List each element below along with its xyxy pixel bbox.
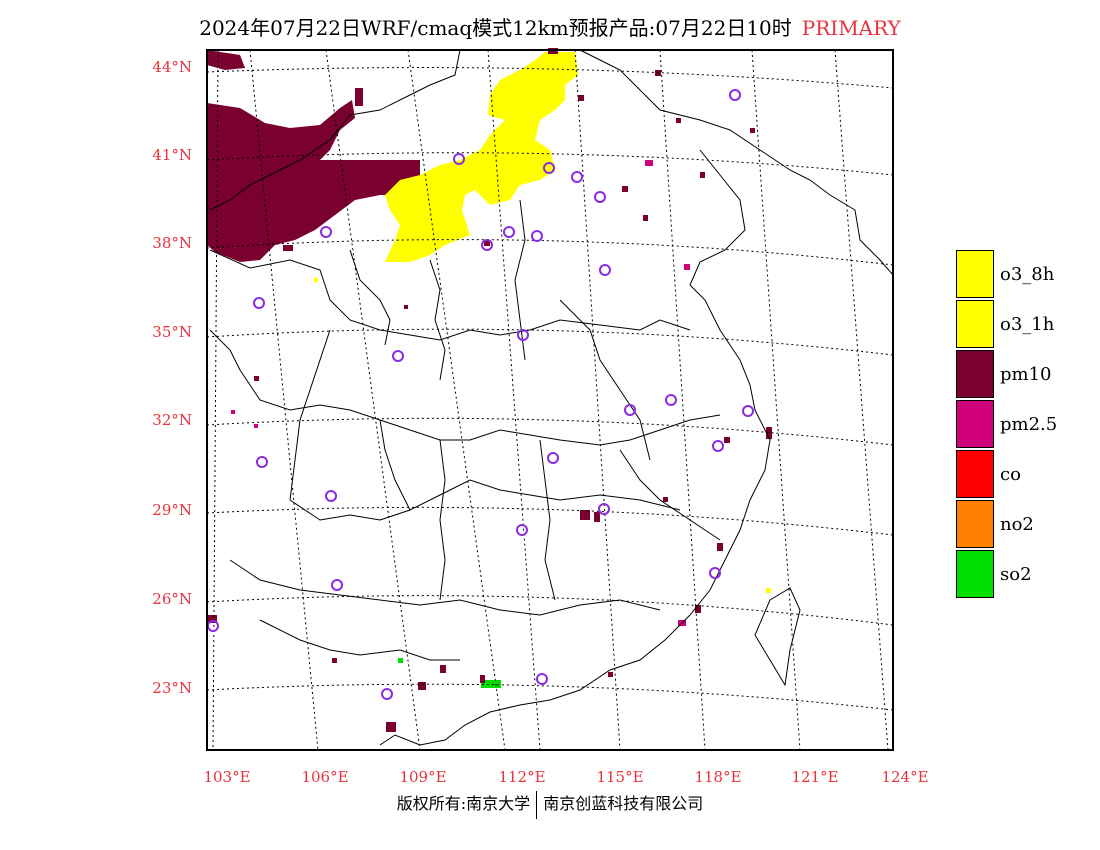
lat-label: 44°N: [152, 58, 192, 76]
longitude-labels: 103°E 106°E 109°E 112°E 115°E 118°E 121°…: [203, 768, 928, 786]
footer-separator: [536, 791, 537, 819]
legend-label: so2: [1000, 564, 1032, 585]
o3-plume-layer: [385, 52, 578, 262]
footer-right: 南京创蓝科技有限公司: [543, 794, 703, 813]
legend-swatch: [956, 450, 994, 498]
station-marker: [666, 395, 676, 405]
lat-label: 32°N: [152, 411, 192, 429]
lat-label: 41°N: [152, 146, 192, 164]
lon-label: 124°E: [881, 768, 928, 786]
station-marker: [713, 441, 723, 451]
legend-item-o3-1h: o3_1h: [956, 299, 1076, 349]
station-marker: [743, 406, 753, 416]
station-marker: [257, 457, 267, 467]
lon-label: 112°E: [498, 768, 545, 786]
legend-item-pm25: pm2.5: [956, 399, 1076, 449]
lat-label: 38°N: [152, 234, 192, 252]
legend-swatch: [956, 400, 994, 448]
station-marker: [537, 674, 547, 684]
legend-item-no2: no2: [956, 499, 1076, 549]
station-marker: [595, 192, 605, 202]
station-marker: [532, 231, 542, 241]
lon-label: 118°E: [694, 768, 741, 786]
lon-label: 115°E: [596, 768, 643, 786]
latitude-labels: 44°N 41°N 38°N 35°N 32°N 29°N 26°N 23°N: [152, 58, 192, 697]
legend-item-o3-8h: o3_8h: [956, 249, 1076, 299]
lat-label: 26°N: [152, 590, 192, 608]
legend-swatch: [956, 250, 994, 298]
pollutant-legend: o3_8h o3_1h pm10 pm2.5 co no2 so2: [956, 249, 1076, 599]
legend-item-so2: so2: [956, 549, 1076, 599]
lon-label: 109°E: [399, 768, 446, 786]
station-marker: [254, 298, 264, 308]
legend-swatch: [956, 350, 994, 398]
station-marker: [321, 227, 331, 237]
lat-label: 29°N: [152, 501, 192, 519]
legend-item-pm10: pm10: [956, 349, 1076, 399]
station-marker: [382, 689, 392, 699]
station-marker: [517, 525, 527, 535]
legend-item-co: co: [956, 449, 1076, 499]
station-marker: [504, 227, 514, 237]
lon-label: 121°E: [791, 768, 838, 786]
legend-label: pm2.5: [1000, 414, 1057, 435]
station-marker: [730, 90, 740, 100]
station-marker: [600, 265, 610, 275]
lat-label: 35°N: [152, 323, 192, 341]
legend-label: o3_8h: [1000, 264, 1054, 285]
lon-label: 103°E: [203, 768, 250, 786]
legend-swatch: [956, 500, 994, 548]
station-marker: [393, 351, 403, 361]
footer-left: 版权所有:南京大学: [397, 794, 530, 813]
legend-swatch: [956, 300, 994, 348]
legend-label: o3_1h: [1000, 314, 1054, 335]
legend-label: no2: [1000, 514, 1034, 535]
legend-label: co: [1000, 464, 1021, 485]
station-marker: [572, 172, 582, 182]
station-marker: [548, 453, 558, 463]
lat-label: 23°N: [152, 679, 192, 697]
station-marker: [326, 491, 336, 501]
lon-label: 106°E: [301, 768, 348, 786]
pm10-plume-layer: [207, 50, 420, 262]
station-marker: [332, 580, 342, 590]
copyright-footer: 版权所有:南京大学 南京创蓝科技有限公司: [0, 790, 1100, 819]
legend-label: pm10: [1000, 364, 1052, 385]
legend-swatch: [956, 550, 994, 598]
